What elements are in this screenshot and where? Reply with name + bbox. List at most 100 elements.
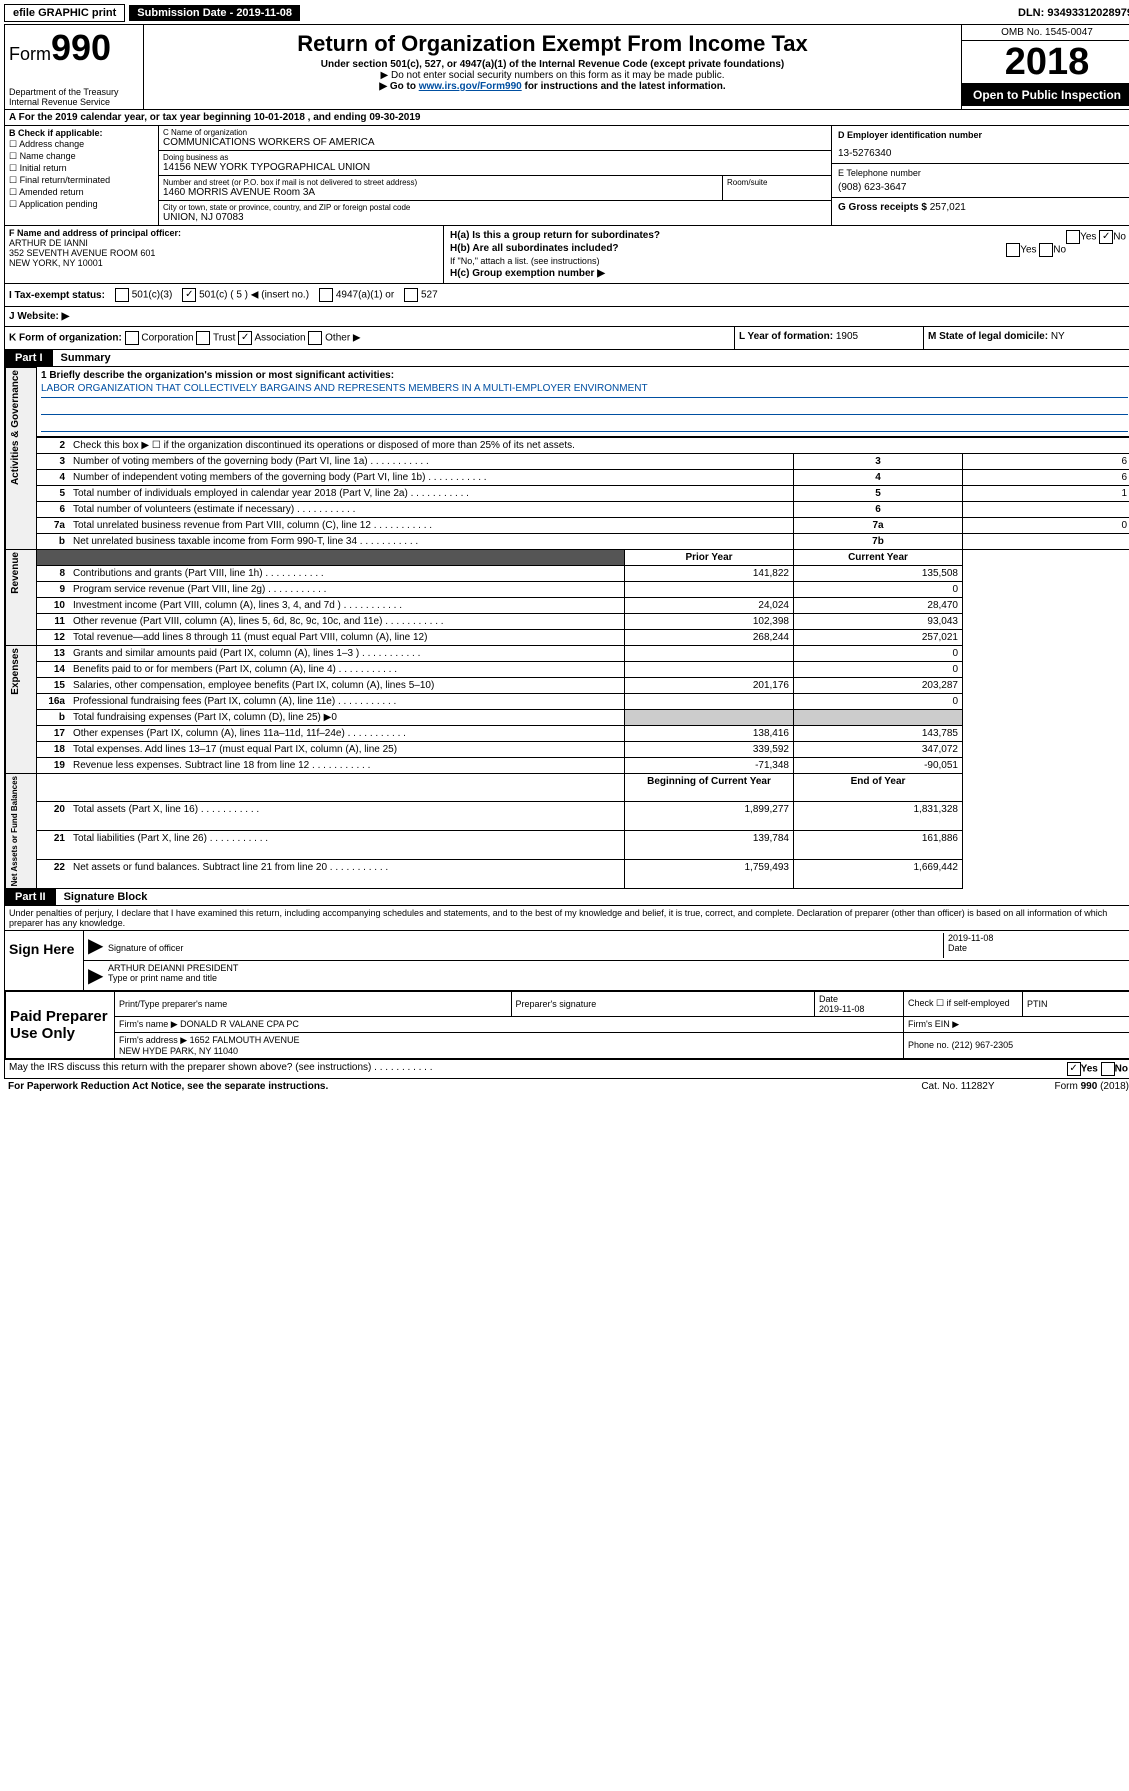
sign-here-block: Sign Here ▶ Signature of officer 2019-11…	[5, 931, 1129, 991]
table-row: 11Other revenue (Part VIII, column (A), …	[6, 613, 1129, 629]
discuss-yes[interactable]: ✓	[1067, 1062, 1081, 1076]
phone-box: E Telephone number (908) 623-3647	[832, 164, 1129, 198]
sign-here-label: Sign Here	[5, 931, 84, 990]
chk-application[interactable]: ☐ Application pending	[9, 199, 154, 210]
ha-line: H(a) Is this a group return for subordin…	[450, 230, 1126, 241]
header-left: Form990 Department of the Treasury Inter…	[5, 25, 144, 109]
officer-name: ARTHUR DE IANNI	[9, 238, 439, 248]
k-other[interactable]	[308, 331, 322, 345]
form-container: Form990 Department of the Treasury Inter…	[4, 24, 1129, 1079]
col-h: H(a) Is this a group return for subordin…	[444, 226, 1129, 283]
firm-phone: (212) 967-2305	[952, 1040, 1014, 1050]
city-row: City or town, state or province, country…	[159, 201, 831, 225]
header-right: OMB No. 1545-0047 2018 Open to Public In…	[961, 25, 1129, 109]
i-4947[interactable]	[319, 288, 333, 302]
summary-table: Activities & Governance 1 Briefly descri…	[5, 367, 1129, 889]
table-row: 6Total number of volunteers (estimate if…	[6, 501, 1129, 517]
officer-printed-name: ARTHUR DEIANNI PRESIDENT	[108, 963, 1128, 973]
k-corp[interactable]	[125, 331, 139, 345]
section-bcd: B Check if applicable: ☐ Address change …	[5, 126, 1129, 226]
ha-no[interactable]: ✓	[1099, 230, 1113, 244]
row-klm: K Form of organization: Corporation Trus…	[5, 327, 1129, 350]
page-footer: For Paperwork Reduction Act Notice, see …	[4, 1079, 1129, 1094]
discuss-no[interactable]	[1101, 1062, 1115, 1076]
beg-header: Beginning of Current Year	[625, 773, 794, 802]
table-row: 17Other expenses (Part IX, column (A), l…	[6, 725, 1129, 741]
part2-tab: Part II	[5, 889, 56, 905]
org-name-row: C Name of organization COMMUNICATIONS WO…	[159, 126, 831, 151]
part1-title: Summary	[53, 350, 119, 366]
ha-yes[interactable]	[1066, 230, 1080, 244]
hc-line: H(c) Group exemption number ▶	[450, 268, 1126, 279]
subtitle-1: Under section 501(c), 527, or 4947(a)(1)…	[148, 59, 957, 70]
side-rev: Revenue	[10, 552, 21, 594]
side-exp: Expenses	[10, 648, 21, 695]
chk-address[interactable]: ☐ Address change	[9, 139, 154, 150]
col-f: F Name and address of principal officer:…	[5, 226, 444, 283]
open-to-public: Open to Public Inspection	[962, 84, 1129, 106]
top-bar: efile GRAPHIC print Submission Date - 20…	[4, 4, 1129, 22]
chk-initial[interactable]: ☐ Initial return	[9, 163, 154, 174]
row-i: I Tax-exempt status: 501(c)(3) ✓ 501(c) …	[5, 284, 1129, 307]
table-row: 5Total number of individuals employed in…	[6, 485, 1129, 501]
gross-receipts-box: G Gross receipts $ 257,021	[832, 198, 1129, 217]
sign-arrow-icon-2: ▶	[88, 963, 108, 988]
firm-name: DONALD R VALANE CPA PC	[180, 1019, 299, 1029]
chk-name[interactable]: ☐ Name change	[9, 151, 154, 162]
org-name: COMMUNICATIONS WORKERS OF AMERICA	[163, 137, 827, 148]
officer-addr2: NEW YORK, NY 10001	[9, 258, 439, 268]
table-row: 21Total liabilities (Part X, line 26)139…	[6, 831, 1129, 860]
sign-arrow-icon: ▶	[88, 933, 108, 958]
row-a: A For the 2019 calendar year, or tax yea…	[5, 110, 1129, 126]
k-trust[interactable]	[196, 331, 210, 345]
col-b: B Check if applicable: ☐ Address change …	[5, 126, 159, 225]
col-b-label: B Check if applicable:	[9, 128, 154, 138]
table-row: 8Contributions and grants (Part VIII, li…	[6, 565, 1129, 581]
self-employed-check[interactable]: Check ☐ if self-employed	[904, 991, 1023, 1016]
col-c: C Name of organization COMMUNICATIONS WO…	[159, 126, 832, 225]
hb-note: If "No," attach a list. (see instruction…	[450, 256, 1126, 266]
col-k: K Form of organization: Corporation Trus…	[5, 327, 735, 349]
discuss-row: May the IRS discuss this return with the…	[5, 1059, 1129, 1078]
table-row: bNet unrelated business taxable income f…	[6, 533, 1129, 549]
form-footer-label: Form 990 (2018)	[1055, 1081, 1129, 1092]
table-row: 22Net assets or fund balances. Subtract …	[6, 860, 1129, 889]
hb-yes[interactable]	[1006, 243, 1020, 257]
i-501c[interactable]: ✓	[182, 288, 196, 302]
chk-amended[interactable]: ☐ Amended return	[9, 187, 154, 198]
efile-badge: efile GRAPHIC print	[4, 4, 125, 22]
subtitle-2: ▶ Do not enter social security numbers o…	[148, 70, 957, 81]
part1-header: Part I Summary	[5, 350, 1129, 367]
year-formation: 1905	[836, 331, 858, 342]
paid-preparer-label: Paid Preparer Use Only	[6, 991, 115, 1058]
table-row: 3Number of voting members of the governi…	[6, 453, 1129, 469]
i-527[interactable]	[404, 288, 418, 302]
tax-year: 2018	[962, 41, 1129, 84]
omb-number: OMB No. 1545-0047	[962, 25, 1129, 41]
hb-no[interactable]	[1039, 243, 1053, 257]
preparer-date: 2019-11-08	[819, 1004, 864, 1014]
dept-label: Department of the Treasury Internal Reve…	[9, 87, 139, 107]
table-row: bTotal fundraising expenses (Part IX, co…	[6, 709, 1129, 725]
ein-value: 13-5276340	[838, 148, 1126, 159]
col-deg: D Employer identification number 13-5276…	[832, 126, 1129, 225]
street-row: Number and street (or P.O. box if mail i…	[159, 176, 831, 201]
perjury-text: Under penalties of perjury, I declare th…	[5, 906, 1129, 931]
part1-tab: Part I	[5, 350, 53, 366]
officer-addr1: 352 SEVENTH AVENUE ROOM 601	[9, 248, 439, 258]
ein-box: D Employer identification number 13-5276…	[832, 126, 1129, 164]
line1-block: 1 Briefly describe the organization's mi…	[37, 368, 1129, 437]
chk-final[interactable]: ☐ Final return/terminated	[9, 175, 154, 186]
prior-year-header: Prior Year	[625, 549, 794, 565]
room-suite: Room/suite	[723, 176, 831, 200]
irs-link[interactable]: www.irs.gov/Form990	[419, 81, 522, 92]
k-assoc[interactable]: ✓	[238, 331, 252, 345]
phone-value: (908) 623-3647	[838, 182, 1126, 193]
table-row: 12Total revenue—add lines 8 through 11 (…	[6, 629, 1129, 645]
i-501c3[interactable]	[115, 288, 129, 302]
dln-label: DLN: 93493312028979	[1018, 7, 1129, 19]
row-j: J Website: ▶	[5, 307, 1129, 327]
paid-preparer-table: Paid Preparer Use Only Print/Type prepar…	[5, 991, 1129, 1059]
table-row: 9Program service revenue (Part VIII, lin…	[6, 581, 1129, 597]
table-row: 18Total expenses. Add lines 13–17 (must …	[6, 741, 1129, 757]
